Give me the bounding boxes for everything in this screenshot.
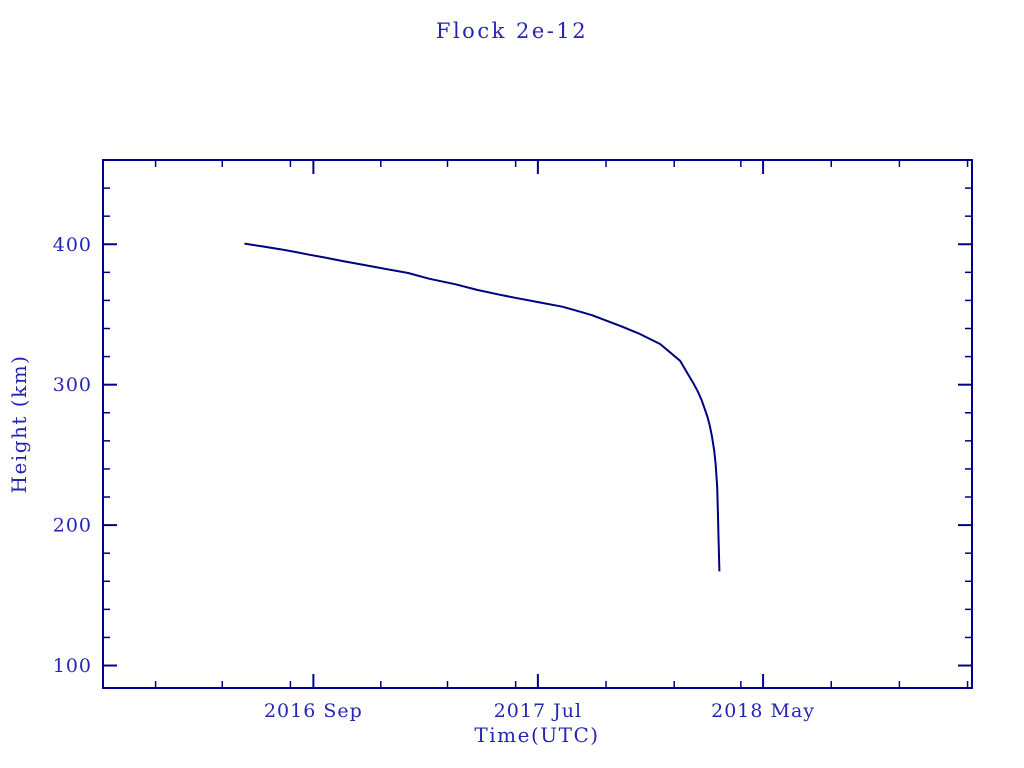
plot-area: 2016 Sep 2017 Jul 2018 May 100 200 300 400	[53, 159, 973, 722]
y-tick-label: 400	[53, 234, 92, 256]
x-tick-label: 2016 Sep	[264, 700, 363, 722]
decay-line	[244, 242, 721, 572]
chart-title: Flock 2e-12	[436, 19, 588, 43]
y-tick-label: 300	[53, 374, 92, 396]
plot-border	[102, 159, 973, 689]
x-axis-title: Time(UTC)	[474, 723, 599, 747]
x-tick-label: 2018 May	[711, 700, 815, 722]
y-tick-label: 200	[53, 515, 92, 537]
y-axis-title: Height (km)	[7, 355, 31, 494]
x-tick-label: 2017 Jul	[494, 700, 582, 722]
y-tick-label: 100	[53, 655, 92, 677]
